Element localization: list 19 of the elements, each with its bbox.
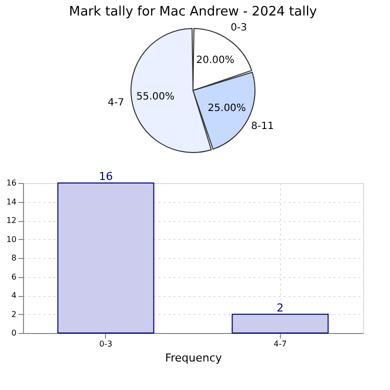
slice-label: 4-7 <box>108 98 124 109</box>
y-tick-label: 0 <box>11 328 16 338</box>
y-tick-label: 10 <box>6 234 16 244</box>
slice-label: 0-3 <box>230 22 248 34</box>
y-tick-label: 12 <box>6 216 16 225</box>
chart-title: Mark tally for Mac Andrew - 2024 tally <box>69 4 318 20</box>
y-tick-label: 8 <box>11 254 16 262</box>
data-label: 20.00% <box>196 54 234 66</box>
data-label: 25.00% <box>208 102 246 114</box>
y-tick-label: 6 <box>11 272 16 282</box>
x-axis-title: Frequency <box>165 352 222 364</box>
slice-label: 8-11 <box>251 120 274 132</box>
y-tick-label: 2 <box>11 310 16 319</box>
y-tick-label: 4 <box>11 291 16 300</box>
data-label: 16 <box>98 170 113 183</box>
data-label: 2 <box>276 301 284 314</box>
data-label: 55.00% <box>136 91 175 102</box>
y-tick-label: 16 <box>6 178 16 188</box>
y-tick-label: 14 <box>6 197 16 206</box>
